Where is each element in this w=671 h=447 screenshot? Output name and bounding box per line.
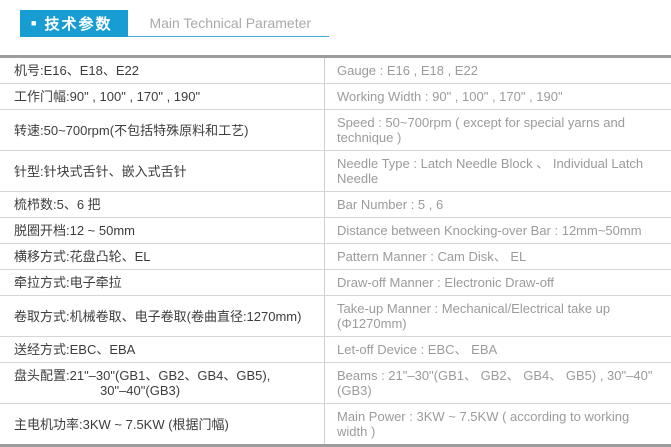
param-cell-cn: 机号:E16、E18、E22 <box>0 58 325 83</box>
param-cell-cn: 牵拉方式:电子牵拉 <box>0 270 325 295</box>
param-cell-en: Working Width : 90" , 100" , 170" , 190" <box>337 89 563 104</box>
table-row-beams: 盘头配置:21"–30"(GB1、GB2、GB4、GB5), 30"–40"(G… <box>0 362 671 403</box>
param-cell-en: Beams : 21"–30"(GB1、 GB2、 GB4、 GB5) , 30… <box>337 368 653 398</box>
table-row-pattern-manner: 横移方式:花盘凸轮、EL Pattern Manner : Cam Disk、 … <box>0 243 671 269</box>
section-title-cn: 技术参数 <box>44 16 113 33</box>
param-cell-cn: 卷取方式:机械卷取、电子卷取(卷曲直径:1270mm) <box>0 296 325 336</box>
param-cell-en: Speed : 50~700rpm ( except for special y… <box>337 115 625 145</box>
square-bullet-icon: ■ <box>31 17 37 28</box>
table-row-needle-type: 针型:针块式舌针、嵌入式舌针 Needle Type : Latch Needl… <box>0 150 671 191</box>
param-cell-en: Distance between Knocking-over Bar : 12m… <box>337 223 642 238</box>
param-cell-cn: 脱圈开档:12 ~ 50mm <box>0 218 325 243</box>
param-cell-en: Needle Type : Latch Needle Block 、 Indiv… <box>337 156 644 186</box>
technical-parameters-page: ■ 技术参数 Main Technical Parameter 机号:E16、E… <box>0 10 671 447</box>
param-cell-cn: 工作门幅:90" , 100" , 170" , 190" <box>0 84 325 109</box>
section-title-en: Main Technical Parameter <box>128 10 330 37</box>
param-cell-cn: 送经方式:EBC、EBA <box>0 337 325 362</box>
table-row-knocking-over-bar: 脱圈开档:12 ~ 50mm Distance between Knocking… <box>0 217 671 243</box>
parameters-table: 机号:E16、E18、E22 Gauge : E16 , E18 , E22 工… <box>0 55 671 447</box>
section-badge: ■ 技术参数 <box>20 10 129 37</box>
table-row-main-power: 主电机功率:3KW ~ 7.5KW (根据门幅) Main Power : 3K… <box>0 403 671 444</box>
param-cell-en: Bar Number : 5 , 6 <box>337 197 444 212</box>
table-row-bar-number: 梳栉数:5、6 把 Bar Number : 5 , 6 <box>0 191 671 217</box>
section-header: ■ 技术参数 Main Technical Parameter <box>20 10 671 37</box>
param-cell-en: Main Power : 3KW ~ 7.5KW ( according to … <box>337 409 630 439</box>
param-cell-en: Pattern Manner : Cam Disk、 EL <box>337 249 527 264</box>
beams-line1: 盘头配置:21"–30"(GB1、GB2、GB4、GB5), <box>14 368 271 383</box>
table-row-speed: 转速:50~700rpm(不包括特殊原料和工艺) Speed : 50~700r… <box>0 109 671 150</box>
param-cell-en: Draw-off Manner : Electronic Draw-off <box>337 275 554 290</box>
table-row-gauge: 机号:E16、E18、E22 Gauge : E16 , E18 , E22 <box>0 58 671 83</box>
param-cell-cn: 梳栉数:5、6 把 <box>0 192 325 217</box>
table-row-let-off: 送经方式:EBC、EBA Let-off Device : EBC、 EBA <box>0 336 671 362</box>
param-cell-cn: 盘头配置:21"–30"(GB1、GB2、GB4、GB5), 30"–40"(G… <box>0 363 325 403</box>
table-row-take-up: 卷取方式:机械卷取、电子卷取(卷曲直径:1270mm) Take-up Mann… <box>0 295 671 336</box>
param-cell-en: Take-up Manner : Mechanical/Electrical t… <box>337 301 611 331</box>
table-row-working-width: 工作门幅:90" , 100" , 170" , 190" Working Wi… <box>0 83 671 109</box>
param-cell-en: Gauge : E16 , E18 , E22 <box>337 63 478 78</box>
param-cell-cn: 横移方式:花盘凸轮、EL <box>0 244 325 269</box>
param-cell-cn: 针型:针块式舌针、嵌入式舌针 <box>0 151 325 191</box>
param-cell-cn: 主电机功率:3KW ~ 7.5KW (根据门幅) <box>0 404 325 444</box>
beams-line2: 30"–40"(GB3) <box>100 383 181 398</box>
table-row-draw-off: 牵拉方式:电子牵拉 Draw-off Manner : Electronic D… <box>0 269 671 295</box>
param-cell-en: Let-off Device : EBC、 EBA <box>337 342 498 357</box>
param-cell-cn: 转速:50~700rpm(不包括特殊原料和工艺) <box>0 110 325 150</box>
